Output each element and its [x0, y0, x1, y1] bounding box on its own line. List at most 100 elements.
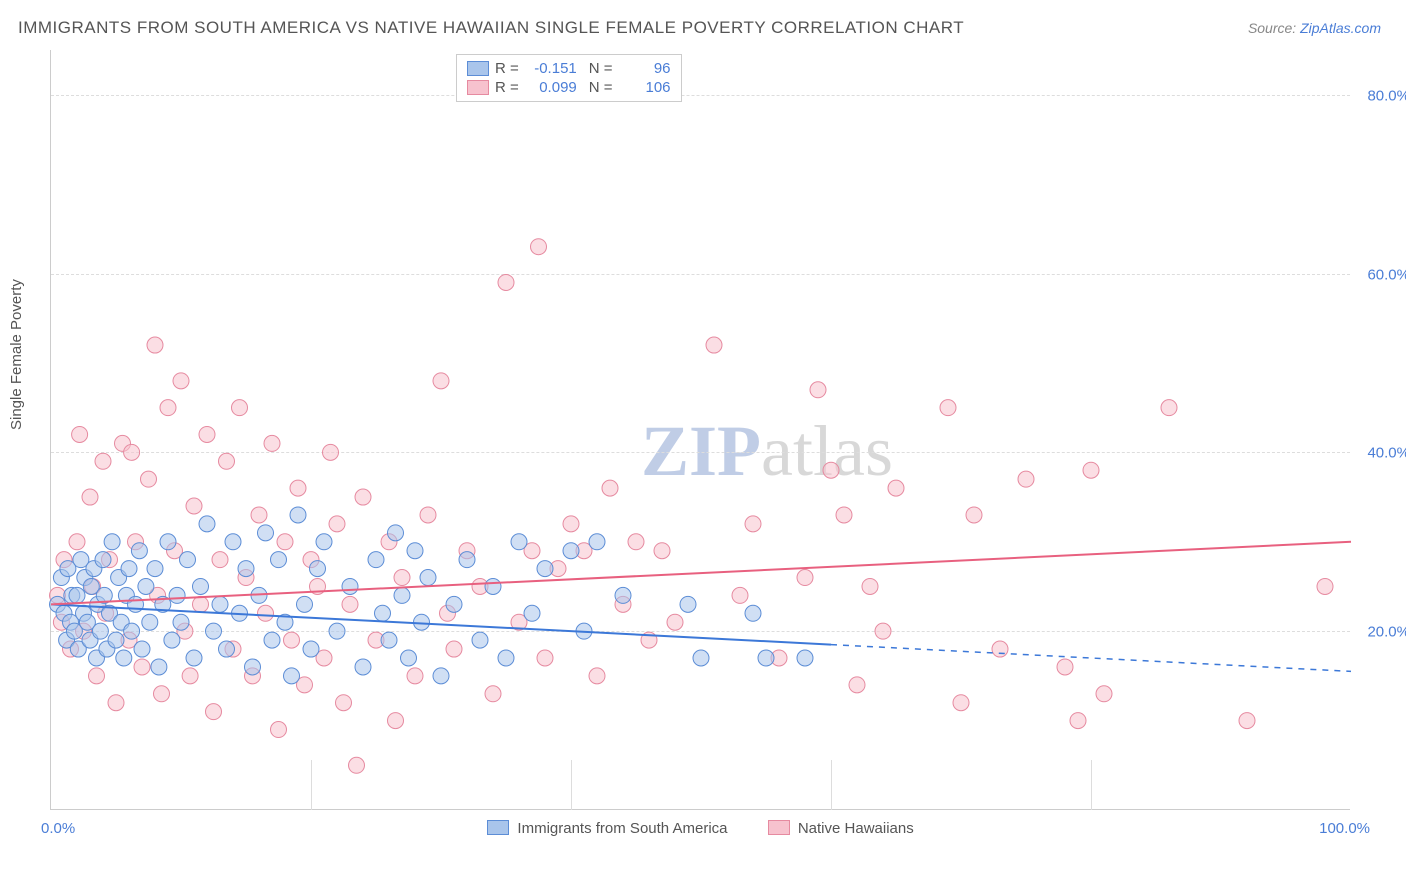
y-tick-label: 40.0%	[1367, 445, 1406, 462]
y-tick-label: 60.0%	[1367, 266, 1406, 283]
chart-title: IMMIGRANTS FROM SOUTH AMERICA VS NATIVE …	[18, 18, 964, 38]
legend-label-blue: Immigrants from South America	[517, 820, 727, 837]
data-point	[219, 641, 235, 657]
data-point	[1161, 400, 1177, 416]
data-point	[104, 534, 120, 550]
data-point	[1096, 686, 1112, 702]
data-point	[472, 632, 488, 648]
data-point	[206, 704, 222, 720]
legend-label-pink: Native Hawaiians	[798, 820, 914, 837]
data-point	[147, 561, 163, 577]
data-point	[420, 570, 436, 586]
data-point	[329, 623, 345, 639]
data-point	[323, 444, 339, 460]
data-point	[875, 623, 891, 639]
data-point	[116, 650, 132, 666]
n-label: N =	[589, 60, 613, 77]
data-point	[316, 534, 332, 550]
y-tick-label: 20.0%	[1367, 624, 1406, 641]
data-point	[297, 596, 313, 612]
data-point	[745, 516, 761, 532]
data-point	[310, 561, 326, 577]
data-point	[160, 400, 176, 416]
y-axis-label: Single Female Poverty	[8, 279, 25, 430]
data-point	[524, 605, 540, 621]
data-point	[271, 722, 287, 738]
data-point	[199, 426, 215, 442]
data-point	[182, 668, 198, 684]
data-point	[485, 686, 501, 702]
r-value-blue: -0.151	[525, 60, 577, 77]
data-point	[615, 587, 631, 603]
data-point	[303, 641, 319, 657]
data-point	[680, 596, 696, 612]
stats-row-pink: R = 0.099 N = 106	[467, 78, 671, 97]
data-point	[186, 650, 202, 666]
data-point	[563, 543, 579, 559]
data-point	[667, 614, 683, 630]
data-point	[388, 713, 404, 729]
data-point	[420, 507, 436, 523]
data-point	[134, 659, 150, 675]
source-attribution: Source: ZipAtlas.com	[1248, 20, 1381, 36]
data-point	[966, 507, 982, 523]
data-point	[992, 641, 1008, 657]
data-point	[349, 757, 365, 773]
data-point	[336, 695, 352, 711]
y-tick-label: 80.0%	[1367, 87, 1406, 104]
swatch-blue-icon	[467, 61, 489, 76]
data-point	[258, 525, 274, 541]
data-point	[953, 695, 969, 711]
data-point	[446, 596, 462, 612]
data-point	[485, 578, 501, 594]
data-point	[368, 552, 384, 568]
data-point	[245, 659, 261, 675]
data-point	[1070, 713, 1086, 729]
data-point	[810, 382, 826, 398]
source-link[interactable]: ZipAtlas.com	[1300, 20, 1381, 36]
data-point	[124, 623, 140, 639]
data-point	[131, 543, 147, 559]
scatter-plot	[51, 50, 1350, 809]
data-point	[284, 632, 300, 648]
swatch-pink-icon	[768, 820, 790, 835]
data-point	[290, 507, 306, 523]
data-point	[381, 632, 397, 648]
data-point	[169, 587, 185, 603]
data-point	[628, 534, 644, 550]
data-point	[206, 623, 222, 639]
data-point	[862, 578, 878, 594]
data-point	[164, 632, 180, 648]
plot-area: ZIPatlas 20.0%40.0%60.0%80.0% R = -0.151…	[50, 50, 1350, 810]
data-point	[693, 650, 709, 666]
data-point	[433, 668, 449, 684]
data-point	[394, 587, 410, 603]
data-point	[180, 552, 196, 568]
legend-item-pink: Native Hawaiians	[768, 820, 914, 837]
data-point	[72, 426, 88, 442]
data-point	[69, 587, 85, 603]
data-point	[498, 274, 514, 290]
n-value-blue: 96	[619, 60, 671, 77]
data-point	[1317, 578, 1333, 594]
r-label: R =	[495, 79, 519, 96]
data-point	[654, 543, 670, 559]
data-point	[277, 534, 293, 550]
data-point	[1239, 713, 1255, 729]
data-point	[388, 525, 404, 541]
trend-line	[831, 645, 1351, 672]
data-point	[290, 480, 306, 496]
data-point	[375, 605, 391, 621]
data-point	[147, 337, 163, 353]
data-point	[888, 480, 904, 496]
data-point	[797, 650, 813, 666]
data-point	[602, 480, 618, 496]
data-point	[706, 337, 722, 353]
data-point	[401, 650, 417, 666]
data-point	[342, 596, 358, 612]
stats-legend: R = -0.151 N = 96 R = 0.099 N = 106	[456, 54, 682, 102]
data-point	[212, 596, 228, 612]
data-point	[1057, 659, 1073, 675]
data-point	[758, 650, 774, 666]
data-point	[264, 632, 280, 648]
